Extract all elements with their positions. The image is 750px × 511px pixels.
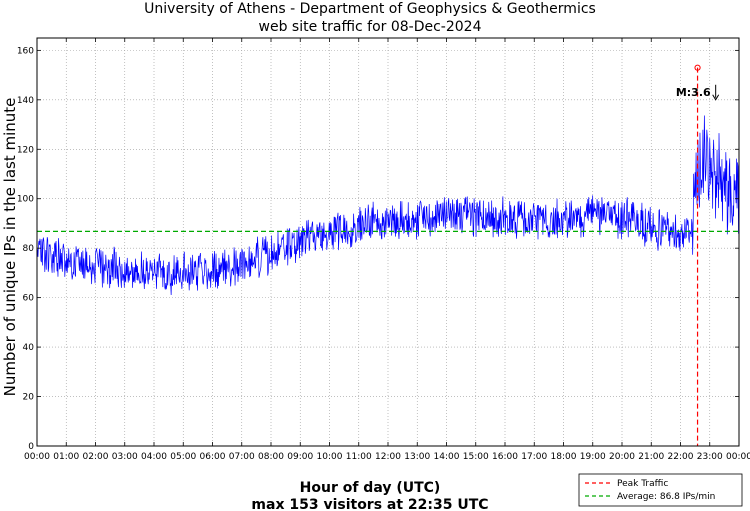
y-axis-label: Number of unique IPs in the last minute bbox=[1, 98, 19, 397]
y-tick-label: 20 bbox=[23, 393, 35, 403]
axis-ticks: 00:00 01:00 02:00 03:00 04:00 05:00 06:00 07:00… bbox=[17, 38, 750, 462]
x-axis-label: Hour of day (UTC) bbox=[300, 480, 441, 496]
x-axis-sublabel: max 153 visitors at 22:35 UTC bbox=[251, 497, 488, 511]
x-tick-label: 22:00 bbox=[668, 452, 694, 462]
x-tick-label: 11:00 bbox=[346, 452, 372, 462]
legend-box bbox=[578, 473, 743, 507]
x-tick-label: 21:00 bbox=[638, 452, 664, 462]
x-tick-label: 20:00 bbox=[609, 452, 635, 462]
x-tick-label: 13:00 bbox=[404, 452, 430, 462]
x-tick-label: 07:00 bbox=[229, 452, 255, 462]
x-tick-label: 09:00 bbox=[287, 452, 313, 462]
annotation-label: M:3.6 bbox=[676, 86, 711, 99]
x-tick-label: 01:00 bbox=[53, 452, 79, 462]
legend: Peak Traffic Average: 86.8 IPs/min bbox=[578, 473, 743, 507]
peak-marker bbox=[694, 64, 701, 71]
x-tick-label: 16:00 bbox=[492, 452, 518, 462]
legend-average-label: Average: 86.8 IPs/min bbox=[617, 492, 715, 502]
traffic-series-line bbox=[36, 115, 740, 295]
x-tick-label: 23:00 bbox=[697, 452, 723, 462]
x-tick-label: 08:00 bbox=[258, 452, 284, 462]
grid-lines bbox=[37, 38, 739, 446]
x-tick-label: 06:00 bbox=[200, 452, 226, 462]
x-tick-label: 17:00 bbox=[521, 452, 547, 462]
x-tick-label: 02:00 bbox=[83, 452, 109, 462]
x-tick-label: 12:00 bbox=[375, 452, 401, 462]
y-tick-label: 100 bbox=[17, 195, 34, 205]
x-tick-label: 19:00 bbox=[580, 452, 606, 462]
x-tick-label: 15:00 bbox=[463, 452, 489, 462]
series-layer bbox=[36, 115, 740, 295]
y-tick-label: 60 bbox=[23, 294, 35, 304]
x-tick-label: 18:00 bbox=[551, 452, 577, 462]
x-tick-label: 04:00 bbox=[141, 452, 167, 462]
chart-subtitle: web site traffic for 08-Dec-2024 bbox=[259, 19, 482, 35]
y-tick-label: 40 bbox=[23, 343, 35, 353]
x-tick-label: 10:00 bbox=[317, 452, 343, 462]
legend-peak-label: Peak Traffic bbox=[617, 479, 668, 489]
reference-layer: M:3.6 bbox=[37, 64, 739, 446]
y-tick-label: 120 bbox=[17, 145, 34, 155]
x-tick-label: 03:00 bbox=[112, 452, 138, 462]
y-tick-label: 160 bbox=[17, 46, 34, 56]
x-tick-label: 00:00 bbox=[24, 452, 50, 462]
x-tick-label: 14:00 bbox=[434, 452, 460, 462]
y-tick-label: 80 bbox=[23, 244, 35, 254]
x-tick-label: 00:00 bbox=[726, 452, 750, 462]
chart-title: University of Athens - Department of Geo… bbox=[144, 1, 596, 17]
annotation-arrow-head bbox=[712, 94, 720, 101]
y-tick-label: 140 bbox=[17, 96, 34, 106]
x-tick-label: 05:00 bbox=[170, 452, 196, 462]
y-tick-label: 0 bbox=[28, 442, 34, 452]
